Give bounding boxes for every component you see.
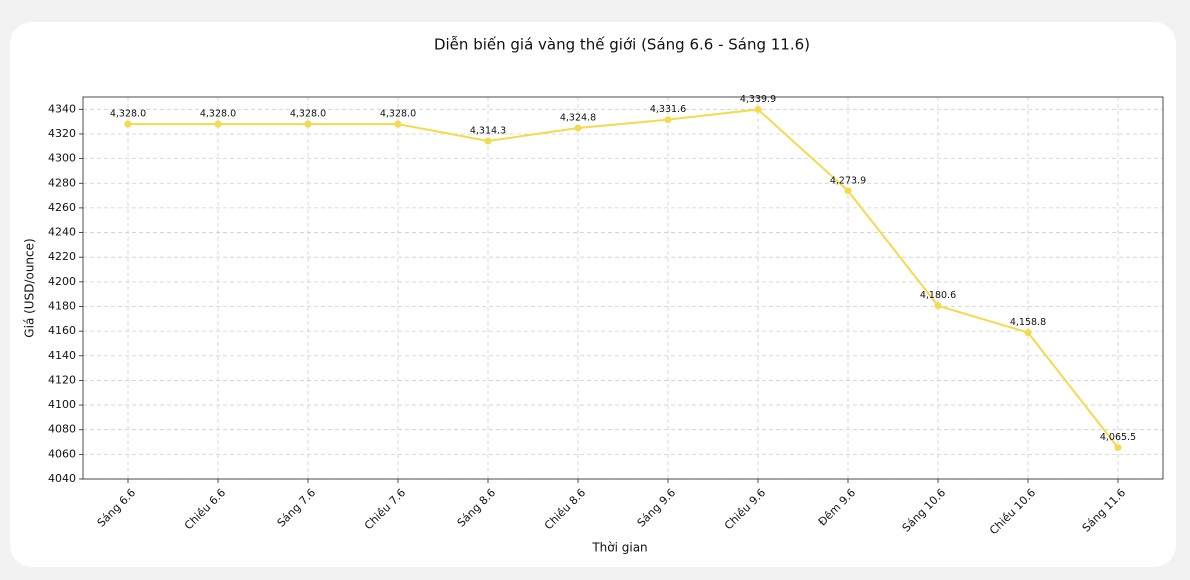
x-tick-label: Sáng 11.6: [1080, 486, 1129, 535]
y-tick-label: 4160: [48, 324, 76, 337]
y-axis-label: Giá (USD/ounce): [23, 238, 37, 337]
point: [214, 120, 222, 128]
card: [10, 22, 1176, 567]
data-label: 4,328.0: [200, 109, 236, 120]
y-tick-label: 4220: [48, 250, 76, 263]
line: [128, 108, 1119, 449]
y-tick-label: 4280: [48, 176, 76, 189]
data-label: 4,328.0: [290, 109, 326, 120]
y-tick-label: 4320: [48, 127, 76, 140]
y-tick-label: 4100: [48, 398, 76, 411]
data-label: 4,158.8: [1010, 317, 1046, 328]
y-tick-label: 4340: [48, 102, 76, 115]
point: [304, 120, 312, 128]
data-label: 4,328.0: [380, 109, 416, 120]
point: [1024, 329, 1032, 337]
x-tick-label: Sáng 8.6: [455, 486, 499, 530]
x-tick-label: Chiều 10.6: [987, 486, 1038, 537]
plot-frame: [82, 96, 1164, 480]
x-tick-label: Chiều 7.6: [362, 486, 408, 532]
data-label: 4,065.5: [1100, 432, 1136, 443]
x-tick-label: Chiều 6.6: [182, 486, 228, 532]
data-label: 4,273.9: [830, 175, 866, 186]
y-tick-label: 4060: [48, 447, 76, 460]
point: [934, 302, 942, 310]
point: [664, 116, 672, 124]
data-label: 4,328.0: [110, 109, 146, 120]
data-label: 4,324.8: [560, 113, 596, 124]
x-tick-label: Sáng 6.6: [95, 486, 139, 530]
y-tick-label: 4120: [48, 373, 76, 386]
x-tick-label: Sáng 10.6: [900, 486, 949, 535]
y-tick-label: 4240: [48, 226, 76, 239]
y-tick-label: 4180: [48, 299, 76, 312]
point: [1114, 444, 1122, 452]
point: [844, 187, 852, 195]
data-label: 4,339.9: [740, 94, 776, 105]
y-tick-label: 4200: [48, 275, 76, 288]
chart-title: Diễn biến giá vàng thế giới (Sáng 6.6 - …: [434, 36, 810, 54]
data-label: 4,331.6: [650, 104, 686, 115]
y-tick-label: 4300: [48, 152, 76, 165]
point: [124, 120, 132, 128]
y-tick-label: 4080: [48, 423, 76, 436]
y-tick-label: 4260: [48, 201, 76, 214]
x-tick-label: Chiều 9.6: [722, 486, 768, 532]
x-tick-label: Chiều 8.6: [542, 486, 588, 532]
point: [754, 105, 762, 113]
x-axis-label: Thời gian: [591, 541, 647, 555]
point: [484, 137, 492, 145]
data-label: 4,314.3: [470, 125, 506, 136]
y-tick-label: 4140: [48, 349, 76, 362]
point: [574, 124, 582, 132]
y-tick-label: 4040: [48, 472, 76, 485]
point: [394, 120, 402, 128]
x-tick-label: Đêm 9.6: [816, 486, 858, 528]
x-tick-label: Sáng 7.6: [275, 486, 319, 530]
data-label: 4,180.6: [920, 290, 956, 301]
x-tick-label: Sáng 9.6: [635, 486, 679, 530]
